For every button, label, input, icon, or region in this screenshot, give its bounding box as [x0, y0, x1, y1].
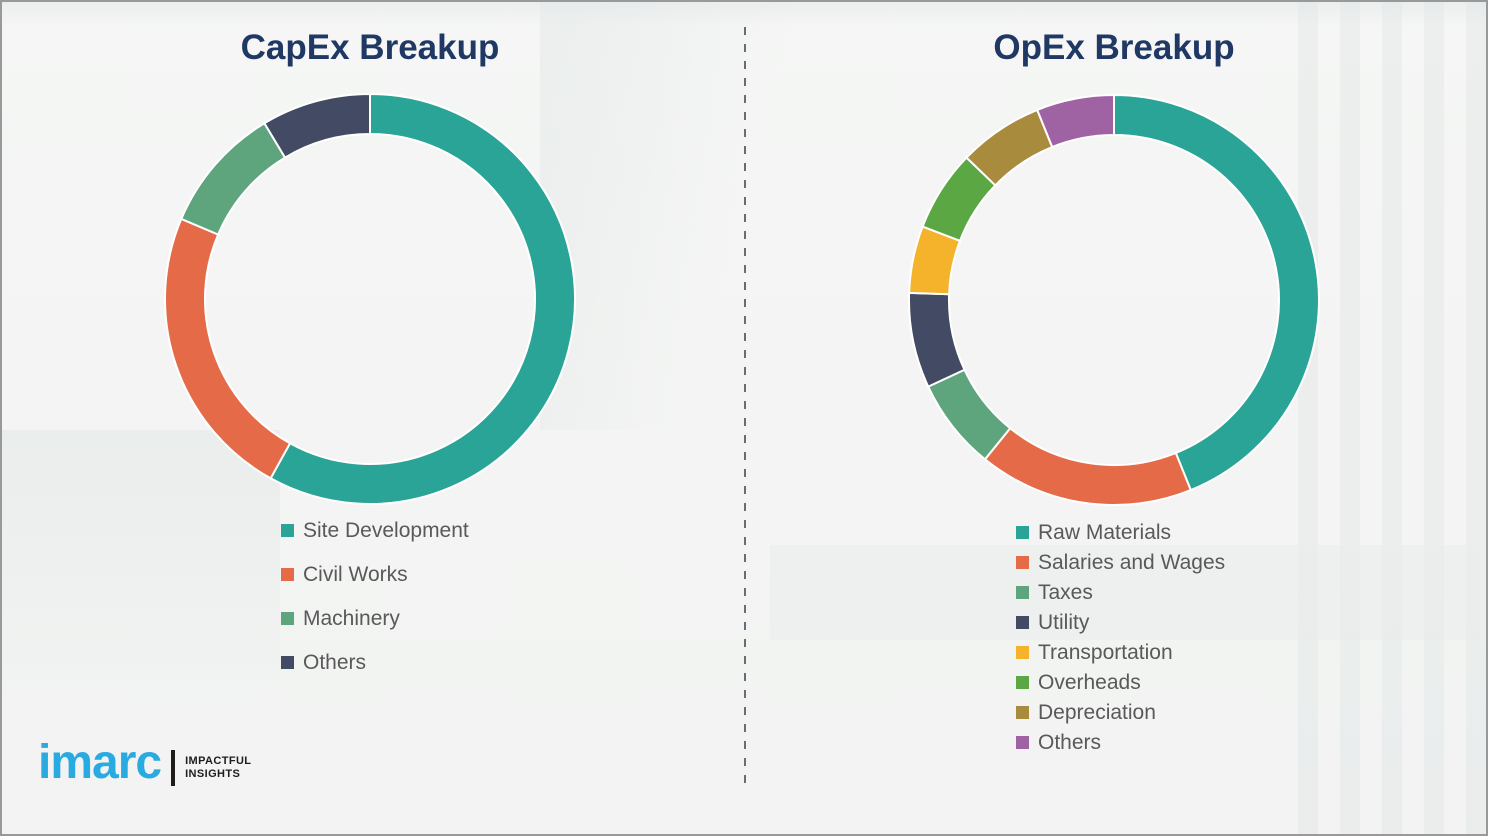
legend-item-others: Others [1016, 729, 1225, 756]
donut-segment-utility [908, 291, 966, 388]
legend-label-transportation: Transportation [1038, 641, 1173, 664]
opex-legend: Raw Materials Salaries and Wages Taxes Util… [1016, 519, 1225, 759]
donut-segment-others [263, 93, 371, 159]
donut-segment-raw-materials [1113, 94, 1320, 492]
legend-label-machinery: Machinery [303, 607, 400, 630]
imarc-logo: imarc IMPACTFUL INSIGHTS [38, 733, 251, 793]
legend-label-others: Others [1038, 731, 1102, 754]
legend-item-salaries-and-wages: Salaries and Wages [1016, 549, 1225, 576]
capex-donut-chart [164, 93, 576, 505]
legend-item-site-development: Site Development [281, 517, 469, 544]
legend-label-utility: Utility [1038, 611, 1090, 634]
legend-item-machinery: Machinery [281, 605, 469, 632]
donut-segment-machinery [179, 121, 287, 236]
legend-item-overheads: Overheads [1016, 669, 1225, 696]
background-texture-diagonal [540, 0, 840, 430]
legend-swatch-transportation [1016, 646, 1029, 659]
legend-swatch-taxes [1016, 586, 1029, 599]
imarc-logo-tagline-line2: INSIGHTS [185, 768, 241, 780]
imarc-logo-divider-bar [171, 750, 176, 786]
legend-label-salaries-and-wages: Salaries and Wages [1038, 551, 1226, 574]
opex-donut-chart [908, 94, 1320, 506]
legend-label-others: Others [303, 651, 367, 674]
legend-item-others: Others [281, 649, 469, 676]
donut-segment-civil-works [164, 217, 292, 480]
donut-segment-others [1035, 94, 1115, 149]
legend-swatch-salaries-and-wages [1016, 556, 1029, 569]
imarc-logo-tagline-line1: IMPACTFUL [185, 755, 252, 767]
legend-label-civil-works: Civil Works [303, 563, 408, 586]
legend-item-taxes: Taxes [1016, 579, 1225, 606]
legend-item-utility: Utility [1016, 609, 1225, 636]
legend-swatch-others [281, 656, 294, 669]
legend-label-raw-materials: Raw Materials [1038, 521, 1172, 544]
legend-swatch-raw-materials [1016, 526, 1029, 539]
legend-swatch-overheads [1016, 676, 1029, 689]
legend-label-depreciation: Depreciation [1038, 701, 1156, 724]
legend-swatch-civil-works [281, 568, 294, 581]
opex-chart-title: OpEx Breakup [993, 28, 1235, 67]
legend-swatch-others [1016, 736, 1029, 749]
legend-item-civil-works: Civil Works [281, 561, 469, 588]
legend-item-depreciation: Depreciation [1016, 699, 1225, 726]
legend-item-transportation: Transportation [1016, 639, 1225, 666]
legend-swatch-utility [1016, 616, 1029, 629]
imarc-logo-wordmark: imarc [38, 736, 162, 789]
background-texture-top [0, 0, 1488, 26]
legend-label-taxes: Taxes [1038, 581, 1093, 604]
legend-item-raw-materials: Raw Materials [1016, 519, 1225, 546]
background-texture-stripes [1298, 0, 1488, 836]
donut-segment-salaries-and-wages [983, 426, 1193, 506]
imarc-logo-tagline: IMPACTFUL INSIGHTS [185, 755, 251, 781]
capex-legend: Site Development Civil Works Machinery Othe… [281, 517, 469, 693]
legend-swatch-depreciation [1016, 706, 1029, 719]
donut-segment-site-development [269, 93, 576, 505]
legend-label-site-development: Site Development [303, 519, 469, 542]
legend-swatch-site-development [281, 524, 294, 537]
capex-chart-title: CapEx Breakup [240, 28, 500, 67]
legend-swatch-machinery [281, 612, 294, 625]
dashed-divider [744, 27, 746, 792]
legend-label-overheads: Overheads [1038, 671, 1141, 694]
